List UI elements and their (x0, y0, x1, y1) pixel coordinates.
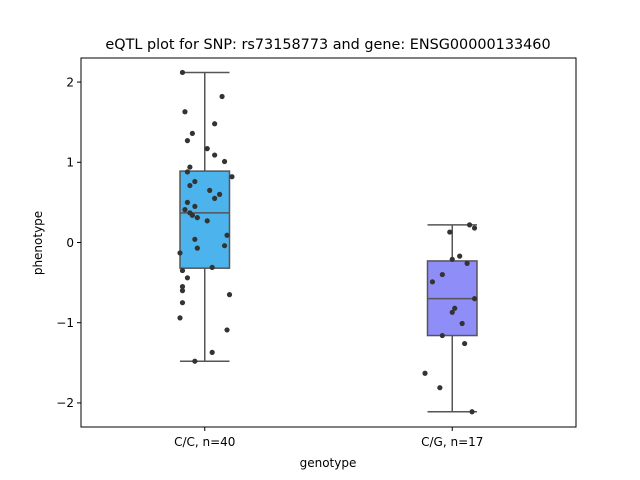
data-point (229, 174, 235, 180)
data-point (429, 279, 436, 285)
data-point (219, 93, 225, 100)
y-axis-label: phenotype (31, 211, 45, 275)
data-point (192, 203, 198, 210)
data-point (184, 275, 191, 281)
data-point (224, 327, 230, 333)
x-tick-label: C/C, n=40 (174, 435, 235, 449)
data-point (439, 332, 445, 339)
data-point (204, 218, 210, 224)
data-point (452, 305, 458, 311)
data-point (179, 300, 186, 306)
data-point (182, 207, 188, 213)
y-tick-label: −2 (56, 396, 74, 410)
data-point (194, 245, 200, 251)
data-point (437, 385, 443, 391)
data-point (194, 215, 200, 221)
data-point (189, 212, 195, 218)
data-point (177, 315, 183, 321)
data-point (471, 296, 478, 302)
data-point (184, 138, 191, 144)
data-point (179, 288, 186, 294)
data-point (449, 256, 455, 262)
data-point (204, 146, 210, 152)
chart-title: eQTL plot for SNP: rs73158773 and gene: … (105, 37, 550, 53)
y-tick-label: 1 (66, 156, 74, 170)
data-point (192, 236, 198, 242)
data-point (439, 271, 445, 278)
data-point (457, 253, 463, 259)
data-point (182, 109, 188, 115)
y-tick-label: 0 (66, 236, 74, 250)
x-tick-label: C/G, n=17 (421, 435, 483, 449)
data-point (462, 340, 468, 347)
data-point (217, 191, 223, 197)
data-point (212, 152, 218, 158)
data-point (459, 320, 465, 327)
data-point (192, 178, 198, 185)
data-point (212, 121, 218, 127)
data-point (187, 164, 193, 170)
data-point (221, 243, 228, 249)
x-axis-label: genotype (300, 456, 357, 470)
data-point (422, 370, 428, 376)
data-point (464, 260, 470, 266)
data-point (177, 250, 183, 256)
data-point (209, 264, 215, 270)
data-point (224, 232, 230, 238)
data-point (209, 349, 215, 355)
data-point (469, 409, 475, 415)
data-point (189, 130, 195, 137)
data-point (447, 229, 453, 235)
data-point (471, 225, 478, 231)
data-point (207, 187, 213, 193)
data-point (184, 169, 191, 175)
data-point (179, 284, 186, 290)
data-point (212, 195, 218, 201)
data-point (179, 267, 186, 274)
data-point (466, 222, 473, 228)
data-point (187, 182, 193, 189)
data-point (449, 309, 455, 315)
y-tick-label: −1 (56, 316, 74, 330)
y-tick-label: 2 (66, 75, 74, 89)
data-point (221, 158, 228, 165)
plot-area: 2 1 0 −1 −2 C/C, n=40 C/G, n=17 (56, 57, 577, 449)
data-point (179, 69, 186, 76)
data-point (192, 358, 198, 364)
data-point (226, 292, 233, 298)
data-point (184, 199, 191, 205)
